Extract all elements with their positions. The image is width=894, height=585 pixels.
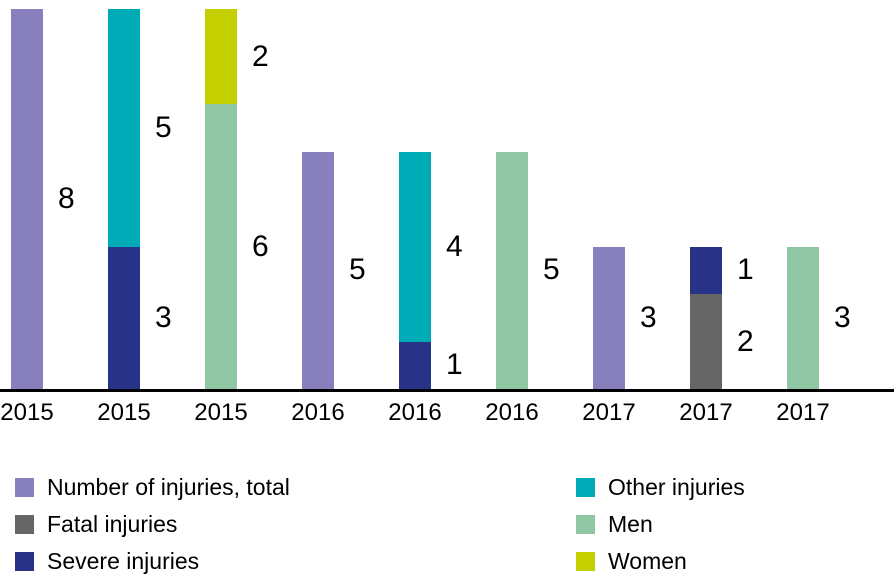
bar-segment-2016-other <box>399 151 431 342</box>
bar-segment-2017-men <box>787 246 819 389</box>
legend-swatch-fatal <box>15 515 34 534</box>
legend-swatch-total <box>15 478 34 497</box>
x-axis-line <box>0 389 894 392</box>
segment-value-label-2015-men: 6 <box>252 229 269 263</box>
legend-swatch-other <box>576 478 595 497</box>
legend-swatch-severe <box>15 552 34 571</box>
legend-label-fatal: Fatal injuries <box>47 511 178 537</box>
segment-value-label-2015-other: 5 <box>155 110 172 144</box>
legend-item-women: Women <box>576 548 745 574</box>
bar-segment-2016-men <box>496 151 528 389</box>
segment-value-label-2015-total: 8 <box>58 182 75 215</box>
legend-label-total: Number of injuries, total <box>47 474 290 500</box>
legend-swatch-men <box>576 515 595 534</box>
legend-item-fatal: Fatal injuries <box>15 511 290 537</box>
x-axis-label-7: 2017 <box>679 399 733 426</box>
bar-segment-2016-total <box>302 151 334 389</box>
legend-item-men: Men <box>576 511 745 537</box>
bar-segment-2017-severe <box>690 246 722 294</box>
segment-value-label-2016-men: 5 <box>543 253 560 287</box>
bar-segment-2015-total <box>11 9 43 389</box>
legend-label-women: Women <box>608 548 687 574</box>
bar-segment-2017-total <box>593 246 625 389</box>
legend-left-column: Number of injuries, total Fatal injuries… <box>15 474 290 585</box>
segment-value-label-2015-severe: 3 <box>155 300 172 334</box>
plot-area: 8 2015 3 5 2015 6 2 2015 5 2016 1 4 2016 5 2016 3 2017 2 1… <box>0 9 894 426</box>
x-axis-label-6: 2017 <box>582 399 636 426</box>
segment-value-label-2017-fatal: 2 <box>737 324 754 358</box>
segment-value-label-2017-men: 3 <box>834 300 851 334</box>
x-axis-label-3: 2016 <box>291 399 345 426</box>
segment-value-label-2016-severe: 1 <box>446 348 463 382</box>
segment-value-label-2016-other: 4 <box>446 229 463 263</box>
bar-segment-2015-women <box>205 9 237 104</box>
x-axis-label-4: 2016 <box>388 399 442 426</box>
segment-value-label-2017-total: 3 <box>640 300 657 334</box>
x-axis-label-8: 2017 <box>776 399 830 426</box>
bar-segment-2015-men <box>205 104 237 389</box>
legend-label-severe: Severe injuries <box>47 548 200 574</box>
bar-segment-2015-severe <box>108 246 140 389</box>
legend-item-total: Number of injuries, total <box>15 474 290 500</box>
legend-right-column: Other injuries Men Women <box>576 474 745 585</box>
bar-segment-2015-other <box>108 9 140 247</box>
segment-value-label-2015-women: 2 <box>252 39 269 73</box>
legend-label-men: Men <box>608 511 653 537</box>
x-axis-label-1: 2015 <box>97 399 151 426</box>
segment-value-label-2016-total: 5 <box>349 253 366 287</box>
bar-segment-2016-severe <box>399 341 431 389</box>
legend-item-severe: Severe injuries <box>15 548 290 574</box>
legend-label-other: Other injuries <box>608 474 745 500</box>
x-axis-label-2: 2015 <box>194 399 248 426</box>
x-axis-label-0: 2015 <box>0 399 54 426</box>
segment-value-label-2017-severe: 1 <box>737 253 754 287</box>
legend-swatch-women <box>576 552 595 571</box>
x-axis-label-5: 2016 <box>485 399 539 426</box>
bar-segment-2017-fatal <box>690 294 722 389</box>
legend-item-other: Other injuries <box>576 474 745 500</box>
